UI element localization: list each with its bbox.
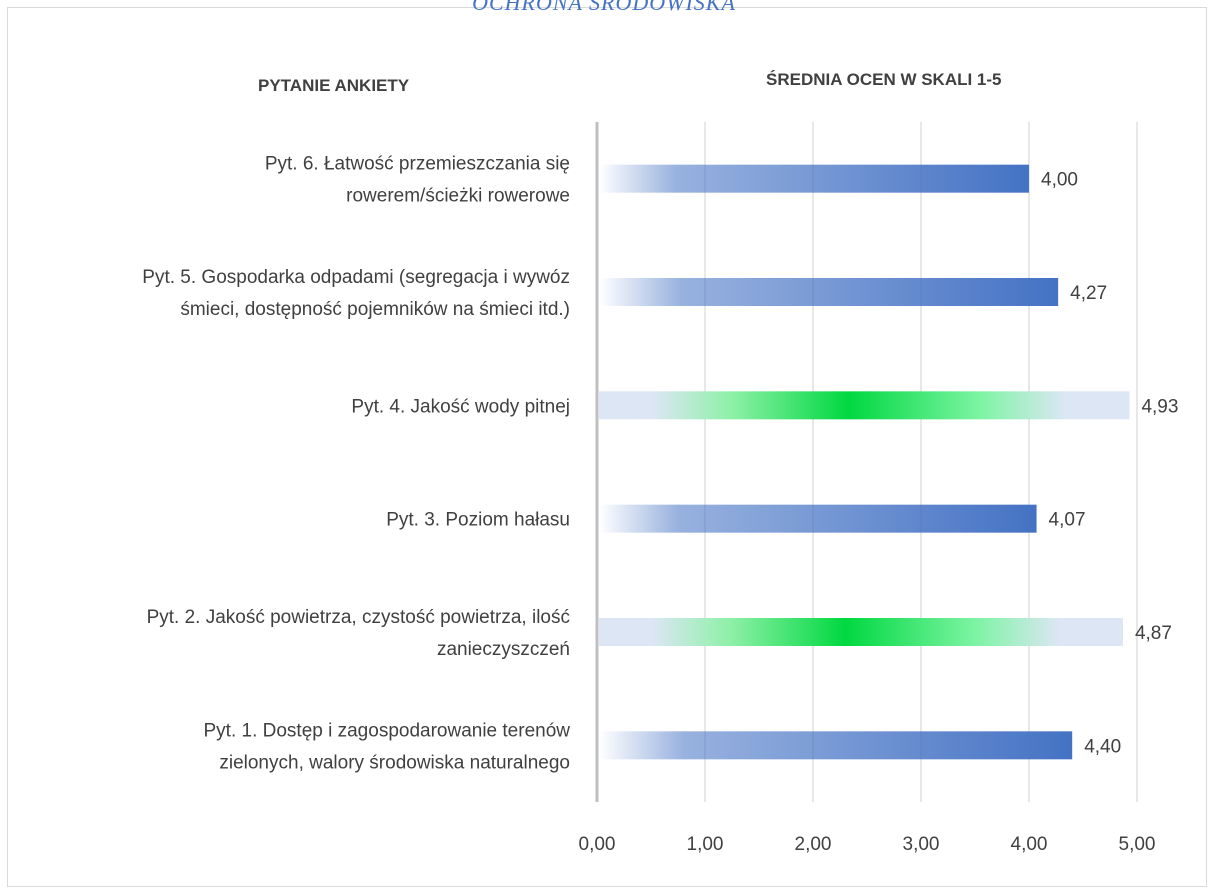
category-label: rowerem/ścieżki rowerowe (346, 186, 570, 207)
data-label: 4,40 (1084, 736, 1121, 757)
category-label: śmieci, dostępność pojemników na śmieci … (180, 299, 570, 320)
category-label: Pyt. 3. Poziom hałasu (386, 510, 570, 531)
bar (599, 164, 1029, 193)
bar (599, 731, 1073, 760)
data-label: 4,00 (1041, 170, 1078, 191)
bar (599, 278, 1059, 306)
category-label: Pyt. 5. Gospodarka odpadami (segregacja … (142, 267, 570, 288)
bar (599, 391, 1130, 420)
data-label: 4,27 (1070, 283, 1107, 304)
x-tick-label: 3,00 (903, 834, 940, 855)
chart-title: OCHRONA ŚRODOWISKA (472, 0, 736, 15)
score-column-header: ŚREDNIA OCEN W SKALI 1-5 (766, 70, 1002, 89)
x-tick-label: 5,00 (1119, 834, 1156, 855)
x-tick-label: 0,00 (579, 834, 616, 855)
category-label: Pyt. 6. Łatwość przemieszczania się (265, 154, 570, 175)
category-label: zanieczyszczeń (437, 639, 570, 660)
bar (599, 618, 1123, 646)
question-column-header: PYTANIE ANKIETY (258, 76, 410, 95)
category-label: Pyt. 2. Jakość powietrza, czystość powie… (147, 607, 570, 628)
data-label: 4,93 (1141, 396, 1178, 417)
category-label: zielonych, walory środowiska naturalnego (219, 752, 570, 773)
x-tick-label: 1,00 (687, 834, 724, 855)
bar (599, 504, 1037, 533)
category-label: Pyt. 4. Jakość wody pitnej (351, 396, 570, 417)
x-tick-label: 2,00 (795, 834, 832, 855)
x-tick-label: 4,00 (1011, 834, 1048, 855)
category-label: Pyt. 1. Dostęp i zagospodarowanie terenó… (204, 720, 571, 741)
data-label: 4,07 (1049, 510, 1086, 531)
data-label: 4,87 (1135, 623, 1172, 644)
